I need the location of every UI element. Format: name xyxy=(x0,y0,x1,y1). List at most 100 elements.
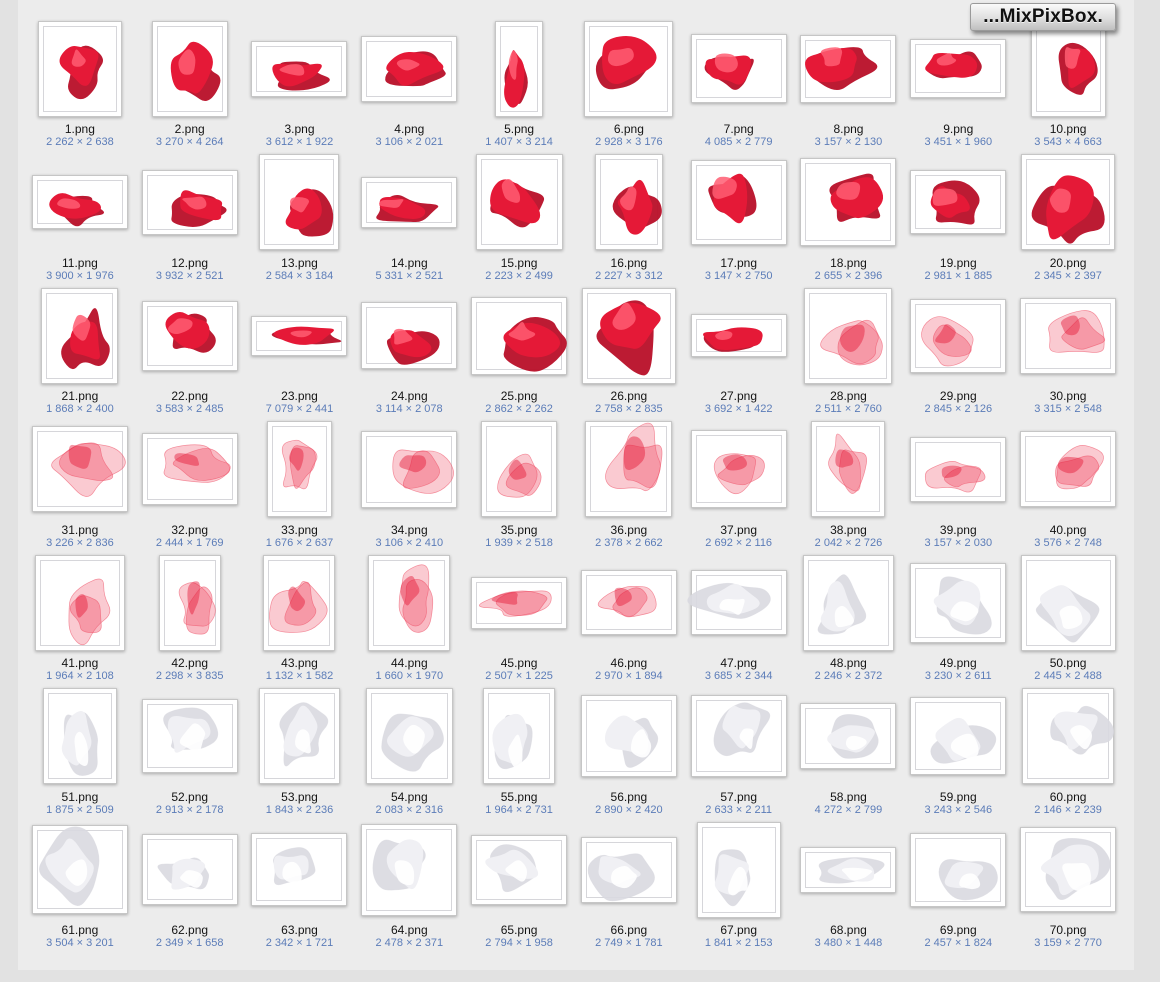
image-thumbnail[interactable] xyxy=(1030,20,1106,117)
image-thumbnail[interactable] xyxy=(251,315,348,356)
image-thumbnail[interactable] xyxy=(800,703,897,769)
thumbnail-box xyxy=(354,686,464,787)
image-thumbnail[interactable] xyxy=(361,823,458,916)
image-thumbnail[interactable] xyxy=(471,296,568,375)
image-thumbnail[interactable] xyxy=(151,20,228,117)
image-thumbnail[interactable] xyxy=(481,421,558,517)
image-thumbnail[interactable] xyxy=(584,20,674,117)
image-thumbnail[interactable] xyxy=(471,834,568,905)
image-thumbnail[interactable] xyxy=(585,421,673,517)
thumbnail-box xyxy=(464,18,574,119)
image-thumbnail[interactable] xyxy=(259,154,340,250)
file-dimensions: 2 890 × 2 420 xyxy=(595,803,663,816)
image-thumbnail[interactable] xyxy=(910,832,1007,907)
file-dimensions: 2 845 × 2 126 xyxy=(924,403,993,415)
file-name: 11.png xyxy=(61,255,98,270)
file-name: 52.png xyxy=(171,789,209,804)
fabric-image xyxy=(38,826,100,906)
image-thumbnail[interactable] xyxy=(37,20,122,117)
image-thumbnail[interactable] xyxy=(800,158,897,246)
image-thumbnail[interactable] xyxy=(141,300,238,371)
image-thumbnail[interactable] xyxy=(690,314,787,357)
thumbnail-inner-frame xyxy=(816,426,881,512)
thumbnail-box xyxy=(903,152,1013,253)
image-thumbnail[interactable] xyxy=(800,34,897,103)
image-thumbnail[interactable] xyxy=(471,576,568,629)
image-thumbnail[interactable] xyxy=(910,39,1007,98)
image-thumbnail[interactable] xyxy=(251,40,348,97)
image-thumbnail[interactable] xyxy=(31,825,128,914)
thumbnail-inner-frame xyxy=(36,431,123,507)
image-thumbnail[interactable] xyxy=(594,154,663,250)
image-thumbnail[interactable] xyxy=(1020,297,1117,374)
image-thumbnail[interactable] xyxy=(804,287,893,384)
image-thumbnail[interactable] xyxy=(690,34,787,103)
image-thumbnail[interactable] xyxy=(580,570,677,635)
image-thumbnail[interactable] xyxy=(580,836,677,903)
image-thumbnail[interactable] xyxy=(258,688,340,784)
image-thumbnail[interactable] xyxy=(1021,154,1116,250)
image-thumbnail[interactable] xyxy=(800,846,897,893)
image-thumbnail[interactable] xyxy=(365,688,453,784)
image-thumbnail[interactable] xyxy=(696,821,781,918)
image-cell: 60.png 2 146 × 2 239 xyxy=(1013,686,1123,820)
image-thumbnail[interactable] xyxy=(1022,688,1115,784)
image-thumbnail[interactable] xyxy=(141,699,238,773)
image-thumbnail[interactable] xyxy=(31,175,128,229)
image-thumbnail[interactable] xyxy=(42,688,117,784)
image-thumbnail[interactable] xyxy=(910,562,1007,643)
image-thumbnail[interactable] xyxy=(483,688,556,784)
image-thumbnail[interactable] xyxy=(361,430,458,508)
image-thumbnail[interactable] xyxy=(361,35,458,102)
image-thumbnail[interactable] xyxy=(910,170,1007,234)
image-cell: 15.png 2 223 × 2 499 xyxy=(464,152,574,286)
image-thumbnail[interactable] xyxy=(1020,554,1116,651)
image-thumbnail[interactable] xyxy=(141,433,238,505)
thumbnail-inner-frame xyxy=(695,164,782,240)
image-thumbnail[interactable] xyxy=(266,421,332,517)
fabric-image xyxy=(279,702,329,767)
image-thumbnail[interactable] xyxy=(910,697,1007,775)
image-thumbnail[interactable] xyxy=(1020,431,1117,507)
thumbnail-inner-frame xyxy=(146,704,233,768)
image-thumbnail[interactable] xyxy=(581,287,676,384)
image-thumbnail[interactable] xyxy=(141,834,238,905)
file-name: 62.png xyxy=(171,923,209,937)
file-dimensions: 1 841 × 2 153 xyxy=(704,937,773,949)
thumbnail-box xyxy=(1013,819,1123,920)
image-thumbnail[interactable] xyxy=(251,833,348,906)
thumbnail-box xyxy=(354,18,464,119)
image-thumbnail[interactable] xyxy=(368,554,451,651)
file-name: 27.png xyxy=(720,389,758,403)
image-thumbnail[interactable] xyxy=(690,430,787,508)
file-dimensions: 2 342 × 1 721 xyxy=(265,937,334,949)
file-name: 25.png xyxy=(500,389,538,403)
image-thumbnail[interactable] xyxy=(690,695,787,777)
image-thumbnail[interactable] xyxy=(361,302,458,369)
image-thumbnail[interactable] xyxy=(361,176,458,228)
image-cell: 50.png 2 445 × 2 488 xyxy=(1013,552,1123,686)
file-dimensions: 7 079 × 2 441 xyxy=(265,403,334,415)
file-name: 49.png xyxy=(939,656,977,670)
image-thumbnail[interactable] xyxy=(690,159,787,245)
image-thumbnail[interactable] xyxy=(475,154,563,250)
thumbnail-box xyxy=(354,819,464,920)
thumbnail-inner-frame xyxy=(1025,559,1111,646)
image-thumbnail[interactable] xyxy=(495,20,544,117)
image-thumbnail[interactable] xyxy=(141,169,238,235)
image-thumbnail[interactable] xyxy=(31,426,128,512)
image-thumbnail[interactable] xyxy=(34,554,125,651)
image-cell: 39.png 3 157 × 2 030 xyxy=(903,419,1013,553)
image-thumbnail[interactable] xyxy=(263,554,336,651)
image-thumbnail[interactable] xyxy=(580,695,677,777)
image-thumbnail[interactable] xyxy=(1020,827,1117,912)
image-thumbnail[interactable] xyxy=(158,554,221,651)
image-thumbnail[interactable] xyxy=(811,421,886,517)
image-thumbnail[interactable] xyxy=(910,436,1007,502)
image-thumbnail[interactable] xyxy=(802,554,894,651)
image-thumbnail[interactable] xyxy=(687,570,787,635)
thumbnail-box xyxy=(1013,18,1123,119)
image-thumbnail[interactable] xyxy=(41,287,119,384)
image-cell: 10.png 3 543 × 4 663 xyxy=(1013,18,1123,152)
image-thumbnail[interactable] xyxy=(910,298,1007,373)
